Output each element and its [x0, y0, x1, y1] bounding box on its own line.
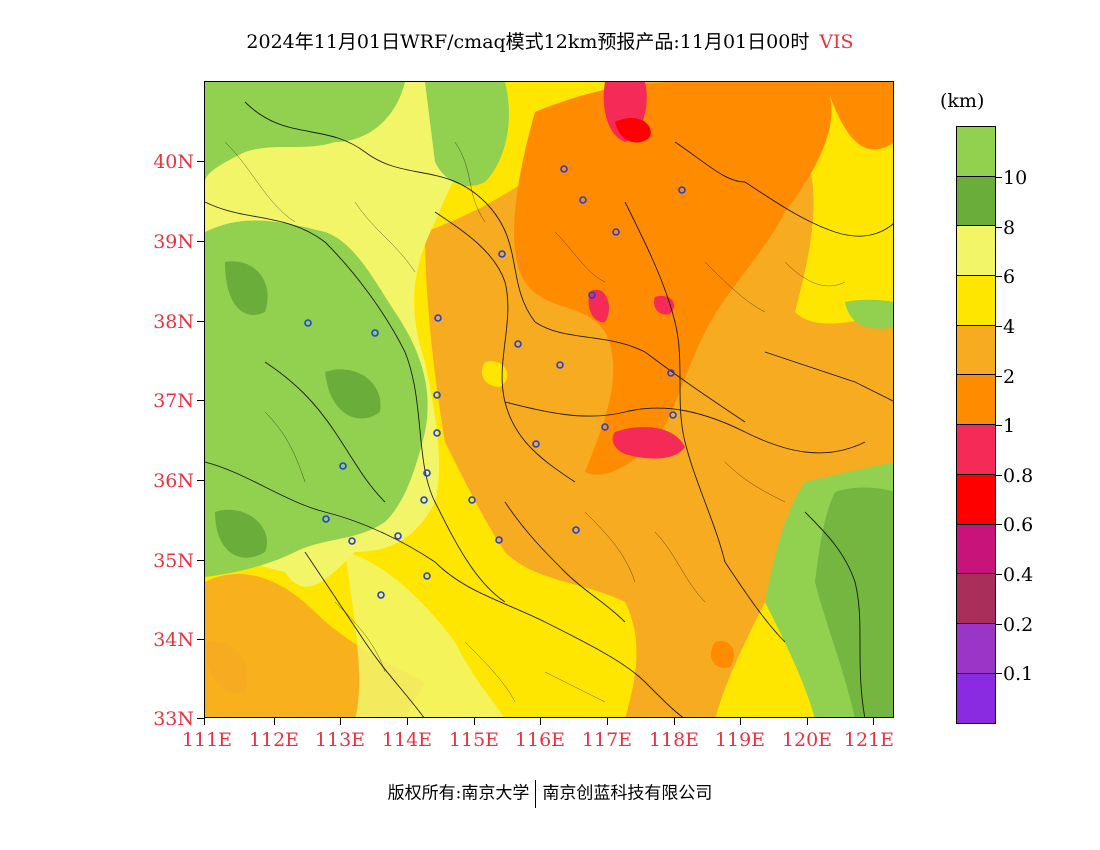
colorbar — [956, 126, 996, 725]
title-variable: VIS — [819, 31, 854, 53]
copyright-footer: 版权所有:南京大学 南京创蓝科技有限公司 — [0, 780, 1100, 808]
lat-label: 37N — [153, 390, 194, 412]
colorbar-tick — [996, 227, 1002, 228]
lon-tick — [204, 718, 205, 725]
colorbar-label: 6 — [1003, 266, 1016, 288]
lon-tick — [340, 718, 341, 725]
colorbar-tick — [996, 177, 1002, 178]
lat-tick — [197, 161, 204, 162]
colorbar-label: 1 — [1003, 415, 1016, 437]
lon-label: 112E — [248, 729, 300, 751]
colorbar-segment — [957, 276, 995, 326]
colorbar-segment — [957, 127, 995, 177]
colorbar-segment — [957, 226, 995, 277]
lat-label: 38N — [153, 311, 194, 333]
lon-tick — [540, 718, 541, 725]
colorbar-unit: (km) — [940, 90, 985, 112]
lon-label: 121E — [843, 729, 895, 751]
lat-tick — [197, 560, 204, 561]
lon-label: 118E — [648, 729, 700, 751]
colorbar-segment — [957, 524, 995, 575]
colorbar-label: 4 — [1003, 316, 1016, 338]
lat-tick — [197, 639, 204, 640]
colorbar-segment — [957, 574, 995, 624]
lon-label: 114E — [381, 729, 433, 751]
colorbar-segment — [957, 425, 995, 475]
visibility-map — [204, 81, 894, 718]
lon-label: 119E — [714, 729, 766, 751]
lat-tick — [197, 718, 204, 719]
lon-tick — [407, 718, 408, 725]
lat-tick — [197, 241, 204, 242]
colorbar-segment — [957, 325, 995, 376]
lat-tick — [197, 321, 204, 322]
colorbar-tick — [996, 326, 1002, 327]
colorbar-segment — [957, 474, 995, 525]
lon-label: 120E — [781, 729, 833, 751]
copyright-company: 南京创蓝科技有限公司 — [542, 783, 713, 804]
lat-label: 35N — [153, 550, 194, 572]
colorbar-tick — [996, 475, 1002, 476]
lat-label: 36N — [153, 470, 194, 492]
lon-tick — [474, 718, 475, 725]
colorbar-label: 0.8 — [1003, 465, 1034, 487]
colorbar-segment — [957, 673, 995, 724]
lat-label: 39N — [153, 231, 194, 253]
footer-separator — [535, 780, 537, 808]
colorbar-label: 0.2 — [1003, 614, 1034, 636]
colorbar-label: 10 — [1003, 167, 1028, 189]
lat-tick — [197, 480, 204, 481]
lon-tick — [807, 718, 808, 725]
lon-label: 116E — [514, 729, 566, 751]
map-title: 2024年11月01日WRF/cmaq模式12km预报产品:11月01日00时 V… — [0, 30, 1100, 54]
lat-tick — [197, 400, 204, 401]
colorbar-tick — [996, 276, 1002, 277]
lon-label: 115E — [448, 729, 500, 751]
colorbar-tick — [996, 574, 1002, 575]
colorbar-label: 0.1 — [1003, 663, 1034, 685]
colorbar-tick — [996, 624, 1002, 625]
colorbar-tick — [996, 524, 1002, 525]
lon-tick — [274, 718, 275, 725]
title-main: 2024年11月01日WRF/cmaq模式12km预报产品:11月01日00时 — [246, 31, 810, 53]
colorbar-label: 2 — [1003, 366, 1016, 388]
copyright-owner: 版权所有:南京大学 — [387, 783, 530, 804]
colorbar-label: 0.4 — [1003, 564, 1034, 586]
lon-tick — [607, 718, 608, 725]
lat-label: 40N — [153, 151, 194, 173]
colorbar-segment — [957, 375, 995, 426]
lon-label: 117E — [581, 729, 633, 751]
colorbar-tick — [996, 425, 1002, 426]
colorbar-tick — [996, 673, 1002, 674]
colorbar-label: 8 — [1003, 217, 1016, 239]
lat-label: 33N — [153, 708, 194, 730]
lon-label: 111E — [181, 729, 233, 751]
lat-label: 34N — [153, 629, 194, 651]
colorbar-tick — [996, 376, 1002, 377]
lon-tick — [873, 718, 874, 725]
lon-label: 113E — [314, 729, 366, 751]
colorbar-segment — [957, 176, 995, 227]
lon-tick — [674, 718, 675, 725]
colorbar-segment — [957, 623, 995, 674]
lon-tick — [740, 718, 741, 725]
colorbar-label: 0.6 — [1003, 514, 1034, 536]
